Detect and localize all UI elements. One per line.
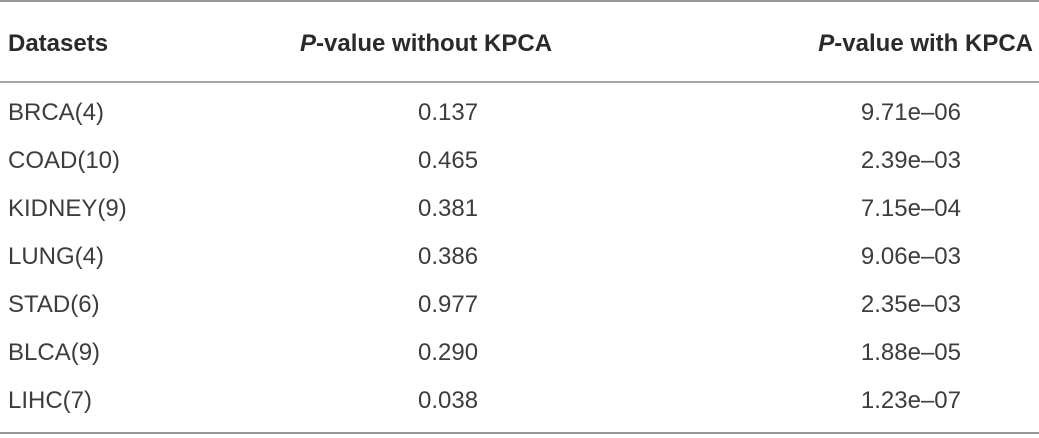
cell-pvalue-with: 1.88e–05 — [860, 339, 961, 366]
header-rule — [0, 81, 1039, 83]
cell-dataset: KIDNEY(9) — [8, 195, 127, 222]
table-row: LIHC(7) 0.038 1.23e–07 — [0, 379, 1039, 427]
cell-dataset: LIHC(7) — [8, 387, 93, 414]
header-without-text: -value without KPCA — [316, 30, 553, 57]
cell-dataset: COAD(10) — [8, 147, 121, 174]
header-with-text: -value with KPCA — [834, 30, 1033, 57]
cell-pvalue-without: 0.038 — [418, 387, 479, 414]
cell-pvalue-with: 1.23e–07 — [860, 387, 961, 414]
cell-pvalue-with: 7.15e–04 — [860, 195, 961, 222]
table-header: Datasets P-value without KPCA P-value wi… — [0, 24, 1039, 64]
cell-dataset: LUNG(4) — [8, 243, 105, 270]
cell-pvalue-without: 0.381 — [418, 195, 479, 222]
table-row: LUNG(4) 0.386 9.06e–03 — [0, 235, 1039, 283]
cell-pvalue-without: 0.137 — [418, 99, 479, 126]
cell-dataset: BRCA(4) — [8, 99, 105, 126]
cell-pvalue-with: 9.06e–03 — [860, 243, 961, 270]
header-datasets: Datasets — [8, 30, 109, 57]
cell-dataset: STAD(6) — [8, 291, 100, 318]
header-pvalue-with-kpca: P-value with KPCA — [818, 24, 1033, 64]
header-without-p: P — [300, 30, 317, 57]
table-row: KIDNEY(9) 0.381 7.15e–04 — [0, 187, 1039, 235]
table-row: BLCA(9) 0.290 1.88e–05 — [0, 331, 1039, 379]
cell-pvalue-with: 9.71e–06 — [860, 99, 961, 126]
cell-dataset: BLCA(9) — [8, 339, 101, 366]
cell-pvalue-without: 0.290 — [418, 339, 479, 366]
table-row: COAD(10) 0.465 2.39e–03 — [0, 139, 1039, 187]
cell-pvalue-without: 0.977 — [418, 291, 479, 318]
cell-pvalue-without: 0.386 — [418, 243, 479, 270]
cell-pvalue-with: 2.39e–03 — [860, 147, 961, 174]
top-rule — [0, 0, 1039, 2]
header-with-p: P — [818, 30, 835, 57]
cell-pvalue-without: 0.465 — [418, 147, 479, 174]
cell-pvalue-with: 2.35e–03 — [860, 291, 961, 318]
table-body: BRCA(4) 0.137 9.71e–06 COAD(10) 0.465 2.… — [0, 91, 1039, 427]
table-row: STAD(6) 0.977 2.35e–03 — [0, 283, 1039, 331]
table-row: BRCA(4) 0.137 9.71e–06 — [0, 91, 1039, 139]
header-pvalue-without-kpca: P-value without KPCA — [300, 24, 552, 64]
bottom-rule — [0, 432, 1039, 434]
